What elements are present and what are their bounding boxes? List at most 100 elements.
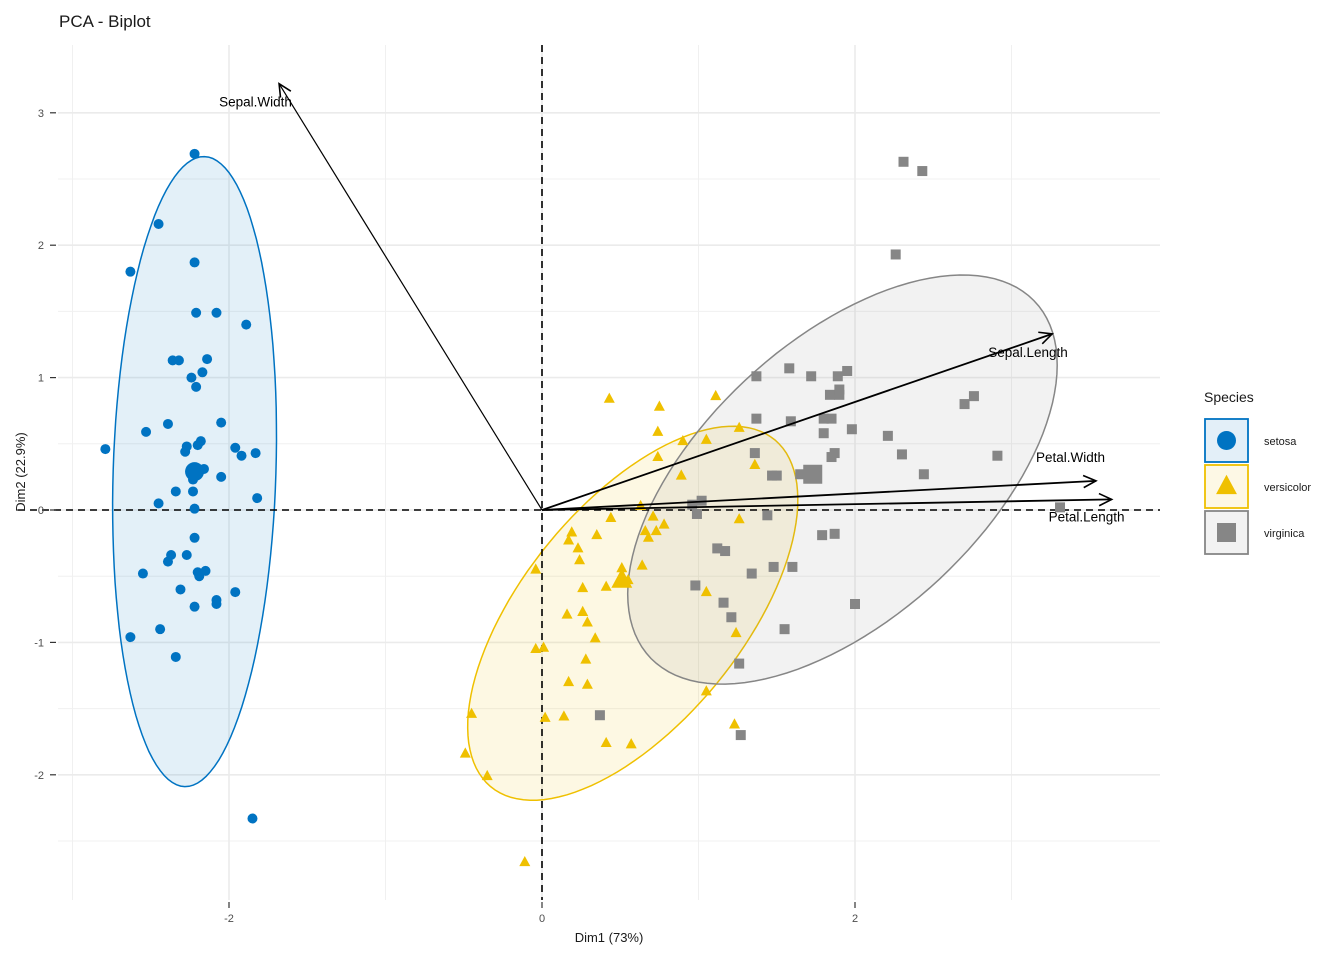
- point-setosa: [162, 418, 173, 429]
- square-icon: [1217, 523, 1236, 542]
- arrow-sepal-width: [278, 83, 543, 511]
- y-tick-label: -1: [34, 637, 44, 649]
- point-setosa: [191, 381, 202, 392]
- point-virginica: [795, 469, 806, 480]
- x-tick-label: 0: [539, 913, 545, 925]
- point-versicolor: [538, 641, 550, 652]
- legend-label: setosa: [1264, 436, 1297, 448]
- y-tick-label: 0: [38, 505, 44, 517]
- point-setosa: [173, 355, 184, 366]
- point-virginica: [785, 416, 796, 427]
- point-versicolor: [572, 542, 584, 553]
- point-setosa: [189, 532, 200, 543]
- point-virginica: [992, 450, 1003, 461]
- legend-item-versicolor: versicolor: [1204, 464, 1311, 509]
- centroid-versicolor: [611, 568, 633, 588]
- point-virginica: [817, 530, 828, 541]
- point-versicolor: [677, 434, 689, 446]
- legend-item-virginica: virginica: [1204, 510, 1305, 555]
- point-versicolor: [581, 616, 593, 627]
- point-virginica: [832, 371, 843, 382]
- point-versicolor: [530, 563, 542, 574]
- point-virginica: [818, 428, 829, 439]
- point-setosa: [192, 440, 203, 451]
- legend-label: virginica: [1264, 528, 1305, 540]
- point-setosa: [186, 372, 197, 383]
- point-setosa: [216, 417, 227, 428]
- point-versicolor: [625, 738, 637, 749]
- ellipse-virginica: [626, 274, 1058, 685]
- point-virginica: [834, 389, 845, 400]
- point-versicolor: [481, 769, 493, 781]
- point-versicolor: [728, 718, 740, 729]
- arrowhead-icon: [1082, 474, 1098, 489]
- point-setosa: [236, 450, 247, 461]
- point-versicolor: [730, 626, 742, 638]
- point-setosa: [197, 367, 208, 378]
- point-virginica: [850, 599, 860, 610]
- variable-label: Petal.Length: [1049, 509, 1125, 524]
- point-versicolor: [558, 710, 570, 721]
- point-versicolor: [574, 554, 586, 565]
- point-versicolor: [577, 581, 589, 593]
- point-virginica: [691, 508, 702, 519]
- arrowhead-icon: [1038, 331, 1054, 345]
- point-virginica: [917, 166, 928, 177]
- point-setosa: [170, 651, 181, 662]
- point-setosa: [175, 584, 186, 595]
- point-versicolor: [700, 433, 712, 444]
- point-setosa: [191, 307, 202, 318]
- point-versicolor: [459, 747, 471, 758]
- point-virginica: [829, 528, 840, 539]
- point-setosa: [189, 148, 200, 159]
- point-setosa: [211, 599, 222, 610]
- point-virginica: [720, 546, 731, 557]
- point-setosa: [155, 624, 166, 635]
- point-virginica: [718, 597, 729, 608]
- point-virginica: [842, 365, 853, 376]
- point-setosa: [137, 568, 148, 579]
- point-virginica: [846, 424, 857, 435]
- point-virginica: [690, 580, 701, 591]
- axis-ticks: -2 0 2 -2 -1 0 1 2 3: [34, 108, 858, 925]
- point-setosa: [250, 448, 261, 459]
- arrow-sepal-length: [541, 333, 1053, 511]
- point-versicolor: [566, 526, 578, 537]
- arrow-petal-width: [541, 479, 1097, 511]
- circle-icon: [1217, 431, 1236, 450]
- point-virginica: [787, 561, 798, 572]
- point-setosa: [230, 587, 241, 598]
- point-versicolor: [600, 580, 612, 591]
- point-setosa: [189, 503, 200, 514]
- point-setosa: [100, 444, 111, 455]
- arrow-petal-length: [541, 498, 1112, 511]
- point-setosa: [211, 307, 222, 318]
- point-setosa: [189, 601, 200, 612]
- point-virginica: [779, 624, 790, 635]
- centroid-setosa: [185, 462, 205, 482]
- point-virginica: [1055, 502, 1066, 513]
- point-virginica: [751, 413, 762, 424]
- point-virginica: [834, 384, 845, 395]
- point-versicolor: [658, 518, 670, 529]
- point-virginica: [784, 363, 795, 374]
- point-virginica: [768, 561, 779, 572]
- point-versicolor: [539, 711, 551, 722]
- point-setosa: [189, 257, 200, 268]
- point-setosa: [153, 498, 164, 509]
- y-tick-label: -2: [34, 770, 44, 782]
- point-setosa: [141, 426, 152, 437]
- point-setosa: [216, 471, 227, 482]
- point-setosa: [241, 319, 252, 330]
- point-setosa: [230, 442, 241, 453]
- point-versicolor: [591, 528, 603, 540]
- point-setosa: [194, 571, 205, 582]
- point-versicolor: [653, 400, 665, 411]
- point-versicolor: [519, 855, 531, 867]
- point-virginica: [968, 391, 979, 402]
- point-versicolor: [616, 562, 628, 573]
- chart-title: PCA - Biplot: [59, 12, 151, 31]
- point-versicolor: [530, 642, 542, 654]
- point-versicolor: [589, 632, 601, 643]
- variable-label: Petal.Width: [1036, 450, 1105, 465]
